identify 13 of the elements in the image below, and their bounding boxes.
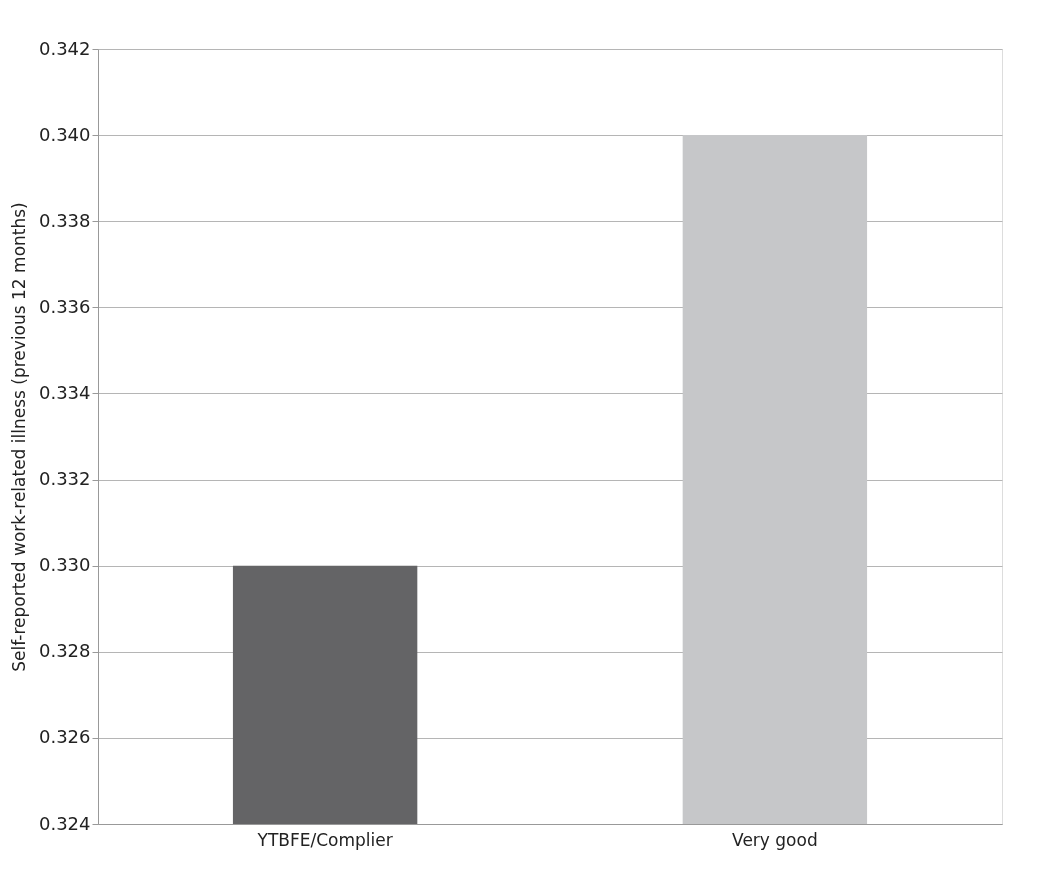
y-tick-label: 0.330: [38, 554, 91, 576]
y-tick-label: 0.338: [38, 209, 91, 231]
y-tick-label: 0.332: [38, 468, 91, 490]
x-tick-label: YTBFE/Complier: [256, 829, 393, 850]
y-tick-label: 0.326: [38, 726, 91, 748]
y-tick-label: 0.342: [38, 37, 91, 59]
y-tick-label: 0.336: [38, 295, 91, 317]
y-tick-label: 0.334: [38, 381, 91, 403]
y-tick-label: 0.328: [38, 640, 91, 662]
y-axis-title: Self-reported work-related illness (previous 12 months): [8, 202, 29, 672]
y-tick-label: 0.324: [38, 812, 91, 834]
y-tick-label: 0.340: [38, 123, 91, 145]
x-tick-label: Very good: [732, 829, 818, 850]
